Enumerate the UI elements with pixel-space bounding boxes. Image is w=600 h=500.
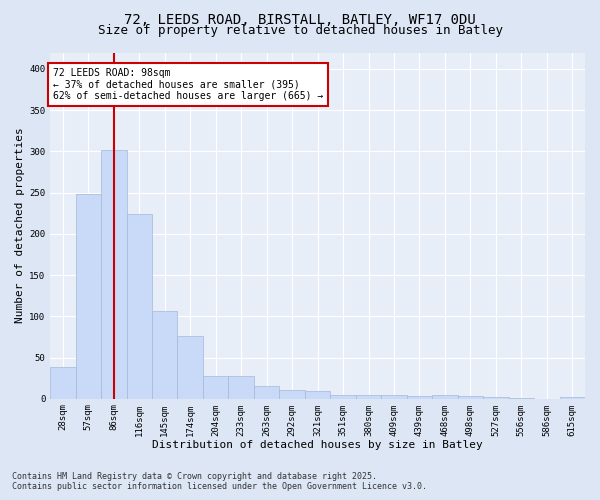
Text: Size of property relative to detached houses in Batley: Size of property relative to detached ho… [97,24,503,37]
Y-axis label: Number of detached properties: Number of detached properties [15,128,25,324]
Bar [560,397,585,398]
Bar [432,396,458,398]
Text: Contains HM Land Registry data © Crown copyright and database right 2025.
Contai: Contains HM Land Registry data © Crown c… [12,472,427,491]
Bar [280,390,305,398]
Bar [178,336,203,398]
Bar [407,396,432,398]
Bar [152,310,178,398]
Bar [331,394,356,398]
Text: 72 LEEDS ROAD: 98sqm
← 37% of detached houses are smaller (395)
62% of semi-deta: 72 LEEDS ROAD: 98sqm ← 37% of detached h… [53,68,323,102]
Bar [305,392,331,398]
Bar [127,214,152,398]
Bar [229,376,254,398]
Bar [458,396,483,398]
Bar [50,366,76,398]
Bar [254,386,280,398]
Bar [101,150,127,398]
Bar [381,396,407,398]
Text: 72, LEEDS ROAD, BIRSTALL, BATLEY, WF17 0DU: 72, LEEDS ROAD, BIRSTALL, BATLEY, WF17 0… [124,12,476,26]
X-axis label: Distribution of detached houses by size in Batley: Distribution of detached houses by size … [152,440,483,450]
Bar [76,194,101,398]
Bar [356,394,381,398]
Bar [483,397,509,398]
Bar [203,376,229,398]
